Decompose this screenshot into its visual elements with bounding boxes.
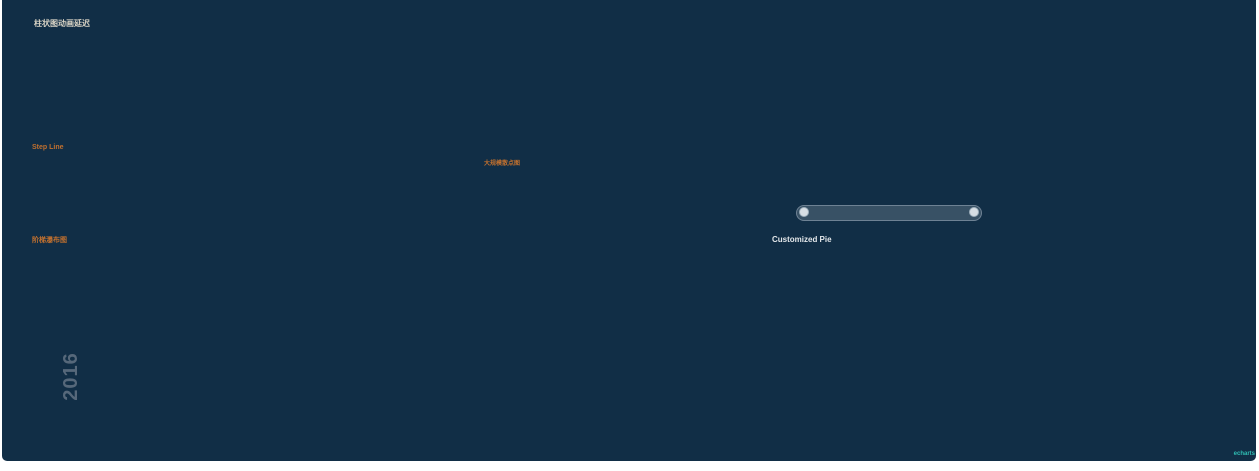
year-label: 2016	[59, 352, 82, 401]
chart-pictorial-bar	[502, 30, 774, 168]
chart-circular-graph	[990, 40, 1259, 332]
slider-handle-right[interactable]	[969, 207, 979, 217]
chart-step-line: Step Line	[30, 142, 212, 240]
echarts-watermark: echarts	[1233, 451, 1255, 457]
chart-gauge	[900, 228, 990, 320]
chart-customized-pie: Customized Pie	[767, 232, 897, 326]
chart-title: 柱状图动画延迟	[34, 19, 90, 28]
chart-title: Step Line	[32, 144, 64, 151]
chart-title: 阶梯瀑布图	[32, 237, 67, 244]
chart-rain-evaporation-bars	[490, 308, 740, 450]
chart-bar-animation-delay: 柱状图动画延迟	[30, 16, 312, 134]
data-zoom-slider[interactable]	[796, 205, 982, 221]
slider-handle-left[interactable]	[799, 207, 809, 217]
chart-punch-card: 2016	[57, 303, 315, 455]
chart-large-scatter: 大规模散点图	[480, 155, 774, 308]
chart-candlestick	[792, 12, 992, 226]
chart-heatmap: echarts	[962, 316, 1259, 461]
chart-waterfall: 阶梯瀑布图	[30, 234, 298, 330]
dashboard: 柱状图动画延迟 Step Line 阶梯瀑布图 2016 大规模散点图 Cust…	[2, 0, 1256, 461]
chart-title: Customized Pie	[772, 235, 832, 244]
chart-grouped-bars	[744, 310, 990, 450]
chart-title: 大规模散点图	[484, 161, 521, 167]
